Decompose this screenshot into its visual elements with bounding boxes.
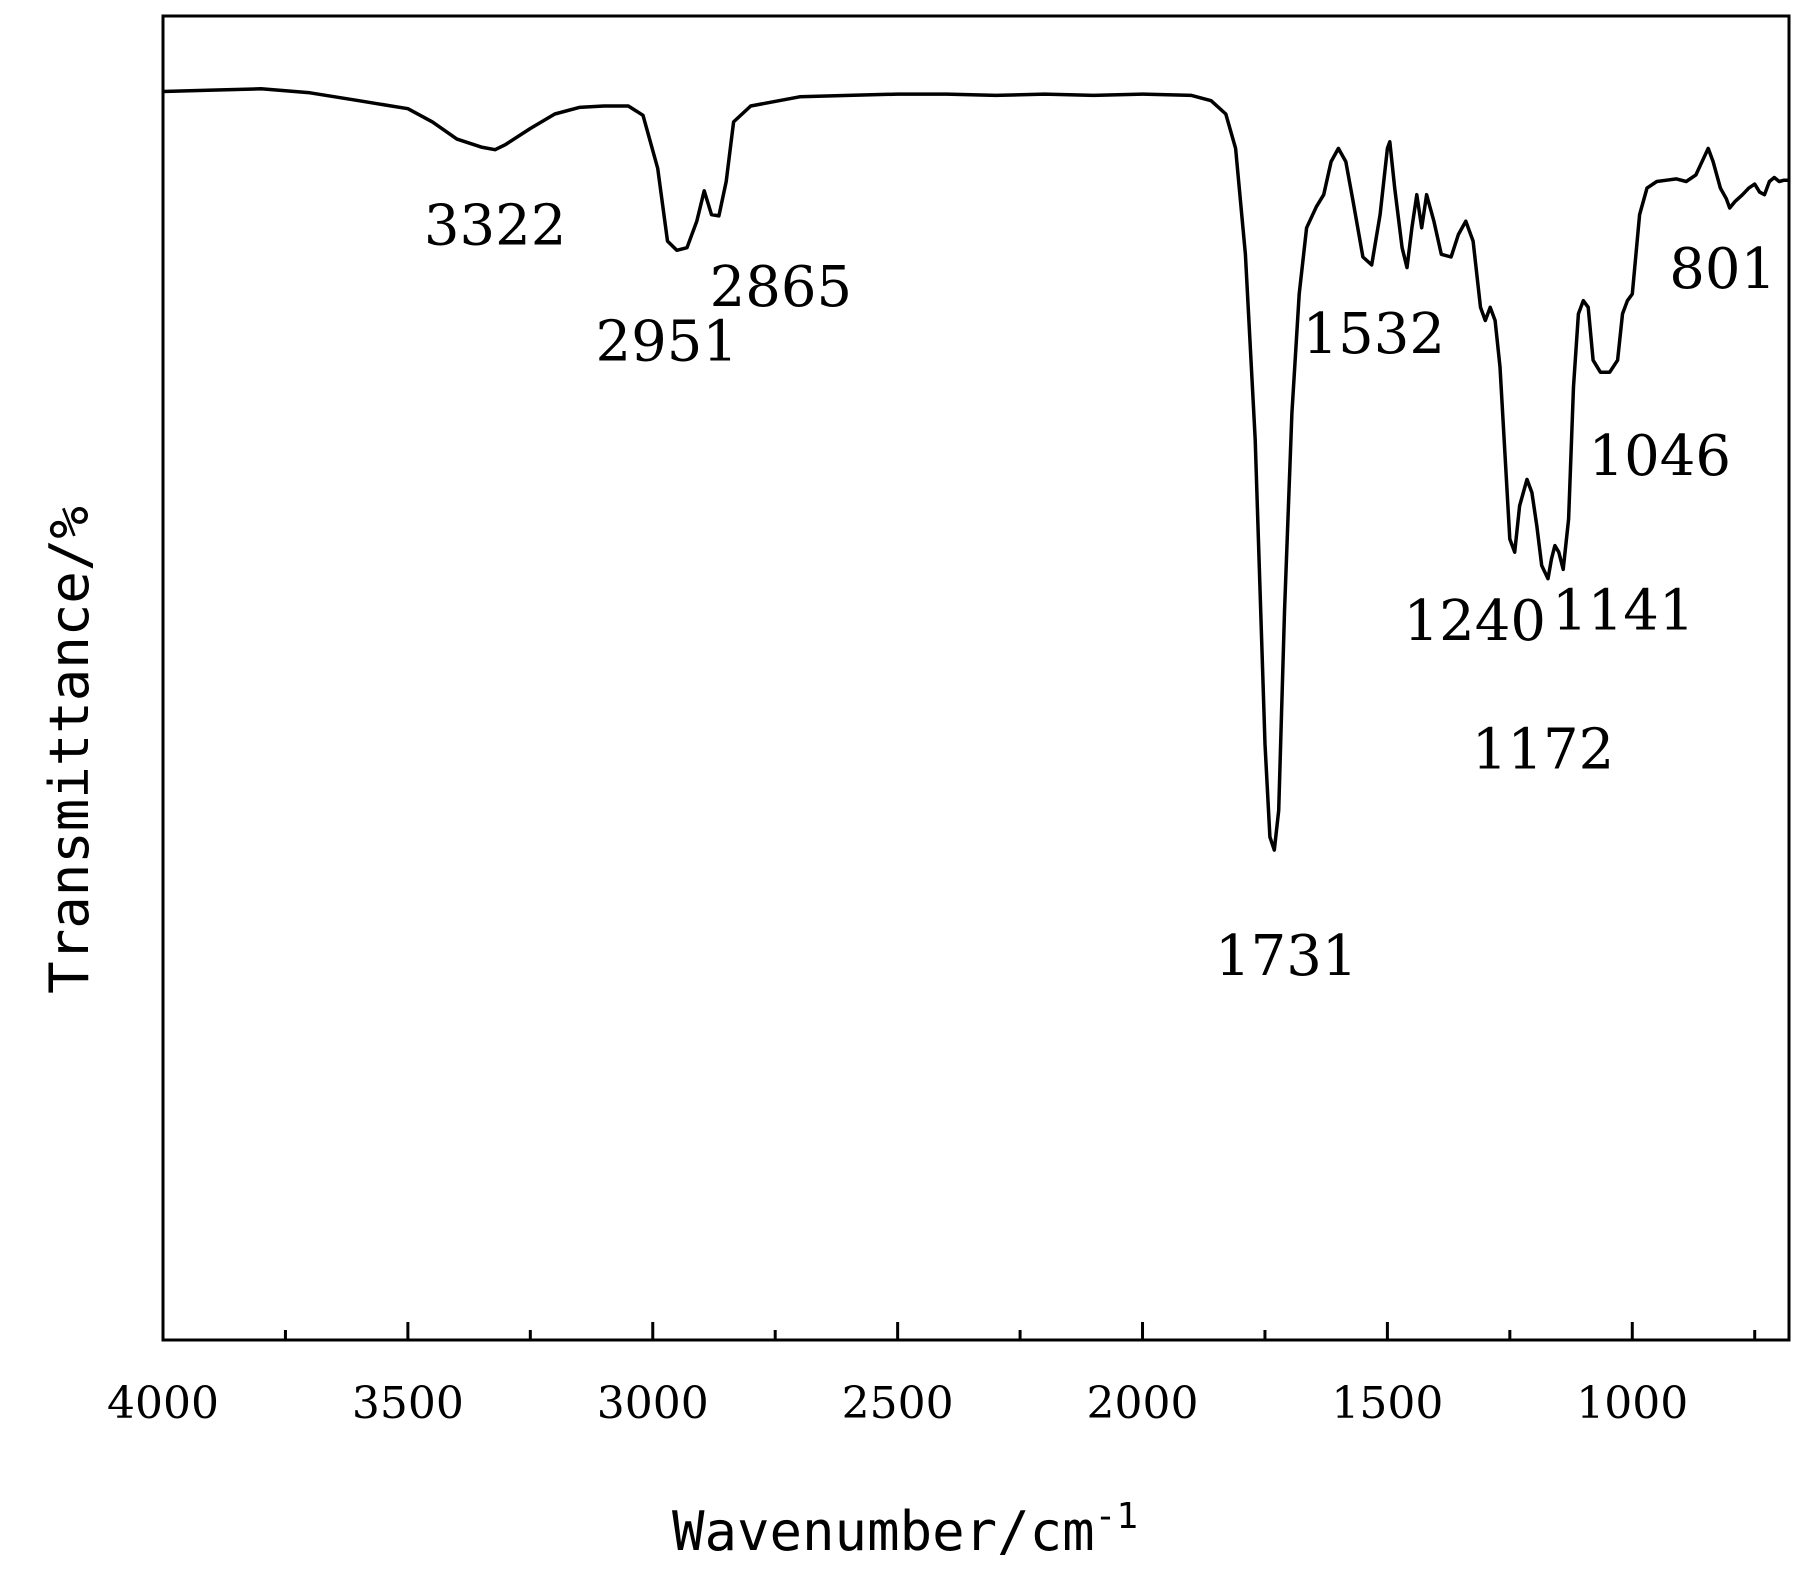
- x-axis-title: Wavenumber/cm-1: [672, 1496, 1138, 1563]
- spectrum-line: [162, 87, 1789, 852]
- peak-label-1532: 1532: [1302, 302, 1445, 367]
- plot-frame: [161, 14, 1791, 1342]
- peak-label-1046: 1046: [1588, 424, 1731, 489]
- x-axis-title-text: Wavenumber/cm: [672, 1500, 1095, 1563]
- x-tick-label-2500: 2500: [842, 1378, 954, 1429]
- x-tick-label-1500: 1500: [1331, 1378, 1443, 1429]
- y-axis-title: Transmittance/%: [38, 506, 101, 994]
- x-tick-label-3500: 3500: [352, 1378, 464, 1429]
- x-tick-label-4000: 4000: [107, 1378, 219, 1429]
- x-axis-tick-labels: 4000 3500 3000 2500 2000 1500 1000: [107, 1378, 1688, 1429]
- x-axis-ticks: [161, 1322, 1757, 1340]
- x-tick-label-3000: 3000: [597, 1378, 709, 1429]
- peak-label-2951: 2951: [596, 309, 739, 374]
- peak-label-2865: 2865: [710, 255, 853, 320]
- peak-label-801: 801: [1669, 237, 1776, 302]
- peak-label-1141: 1141: [1552, 578, 1695, 643]
- x-axis-title-superscript: -1: [1095, 1496, 1138, 1537]
- peak-label-1172: 1172: [1472, 718, 1615, 783]
- peak-label-1240: 1240: [1403, 589, 1546, 654]
- peak-label-3322: 3322: [424, 194, 567, 259]
- x-tick-label-2000: 2000: [1087, 1378, 1199, 1429]
- x-tick-label-1000: 1000: [1576, 1378, 1688, 1429]
- peak-label-1731: 1731: [1215, 924, 1358, 989]
